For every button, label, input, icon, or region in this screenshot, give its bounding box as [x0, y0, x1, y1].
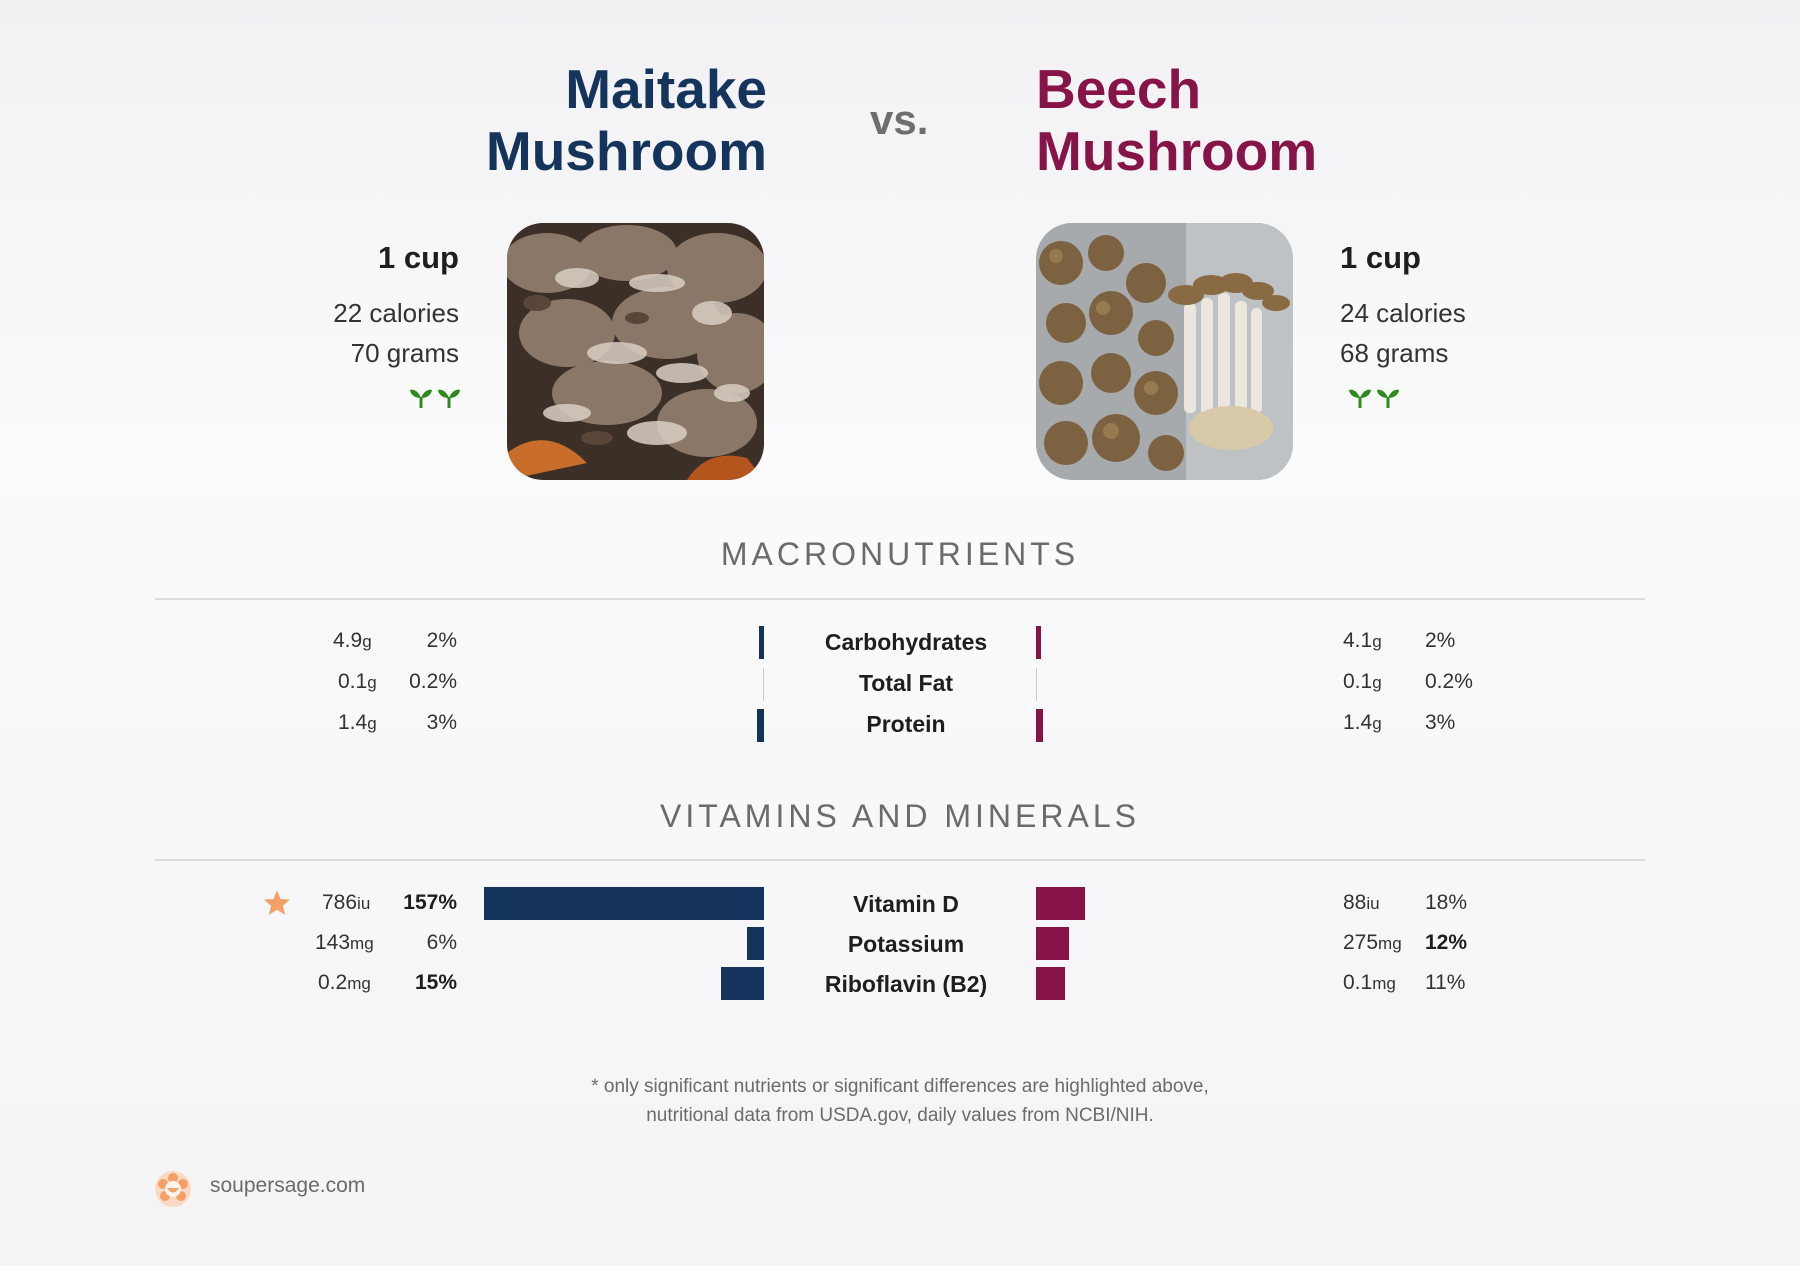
- right-amount: 0.1g: [1343, 670, 1382, 693]
- right-amount: 275mg: [1343, 931, 1402, 954]
- right-vegan-badges: [1348, 387, 1400, 409]
- right-bar: [1036, 967, 1065, 1000]
- left-bar: [763, 668, 764, 701]
- right-percent: 12%: [1425, 931, 1468, 954]
- footnote-line-1: * only significant nutrients or signific…: [591, 1076, 1209, 1097]
- right-food-name-line2: Mushroom: [1036, 120, 1318, 182]
- left-calories: 22 calories: [333, 298, 459, 328]
- sprout-icon: [1377, 389, 1399, 408]
- right-amount: 88iu: [1343, 891, 1380, 914]
- left-amount: 786iu: [322, 891, 371, 914]
- vs-label: vs.: [870, 96, 929, 143]
- right-percent: 0.2%: [1425, 670, 1473, 693]
- macronutrients-heading: MACRONUTRIENTS: [720, 536, 1080, 572]
- left-bar: [721, 967, 764, 1000]
- right-amount: 0.1mg: [1343, 971, 1396, 994]
- right-bar: [1036, 709, 1043, 742]
- footnote-line-2: nutritional data from USDA.gov, daily va…: [646, 1105, 1154, 1126]
- left-amount: 0.2mg: [318, 971, 371, 994]
- left-percent: 2%: [426, 629, 457, 652]
- left-percent: 157%: [403, 891, 457, 914]
- right-bar: [1036, 927, 1069, 960]
- right-amount: 4.1g: [1343, 629, 1382, 652]
- left-bar: [759, 626, 764, 659]
- left-amount: 0.1g: [338, 670, 377, 693]
- left-amount: 4.9g: [333, 629, 372, 652]
- right-amount: 1.4g: [1343, 711, 1382, 734]
- left-percent: 3%: [426, 711, 457, 734]
- nutrient-label: Total Fat: [858, 670, 954, 696]
- left-vegan-badges: [409, 387, 461, 409]
- right-percent: 3%: [1425, 711, 1456, 734]
- left-amount: 143mg: [315, 931, 374, 954]
- right-grams: 68 grams: [1340, 338, 1449, 368]
- left-percent: 0.2%: [409, 670, 457, 693]
- right-bar: [1036, 887, 1085, 920]
- nutrient-label: Riboflavin (B2): [824, 971, 988, 997]
- right-percent: 11%: [1425, 971, 1466, 994]
- macronutrients-divider: [155, 598, 1645, 600]
- right-food-title: Beech Mushroom: [1036, 58, 1317, 182]
- right-bar: [1036, 626, 1041, 659]
- sprout-icon: [410, 389, 432, 408]
- left-percent: 15%: [414, 971, 457, 994]
- maitake-mushroom-image: [507, 223, 764, 480]
- right-percent: 2%: [1425, 629, 1456, 652]
- left-grams: 70 grams: [350, 338, 459, 368]
- brand-link[interactable]: soupersage.com: [210, 1174, 366, 1197]
- vitamins-heading: VITAMINS AND MINERALS: [660, 798, 1140, 834]
- nutrient-label: Potassium: [847, 931, 965, 957]
- star-icon: [264, 890, 290, 915]
- left-bar: [484, 887, 764, 920]
- nutrient-label: Protein: [866, 711, 946, 737]
- right-food-name-line1: Beech: [1036, 58, 1202, 120]
- left-food-name-line2: Mushroom: [485, 120, 767, 182]
- sprout-icon: [438, 389, 460, 408]
- right-calories: 24 calories: [1340, 298, 1466, 328]
- left-bar: [757, 709, 764, 742]
- left-percent: 6%: [426, 931, 457, 954]
- right-bar: [1036, 668, 1037, 701]
- footnote: * only significant nutrients or signific…: [0, 1072, 1800, 1130]
- soupersage-logo-icon: [155, 1171, 191, 1207]
- vitamins-divider: [155, 859, 1645, 861]
- right-percent: 18%: [1425, 891, 1468, 914]
- right-serving: 1 cup: [1340, 240, 1421, 275]
- left-food-name-line1: Maitake: [565, 58, 767, 120]
- nutrient-label: Carbohydrates: [824, 629, 988, 655]
- nutrient-label: Vitamin D: [853, 891, 959, 917]
- beech-mushroom-image: [1036, 223, 1293, 480]
- left-food-title: Maitake Mushroom: [486, 58, 767, 182]
- left-amount: 1.4g: [338, 711, 377, 734]
- sprout-icon: [1349, 389, 1371, 408]
- left-bar: [747, 927, 764, 960]
- left-serving: 1 cup: [378, 240, 459, 275]
